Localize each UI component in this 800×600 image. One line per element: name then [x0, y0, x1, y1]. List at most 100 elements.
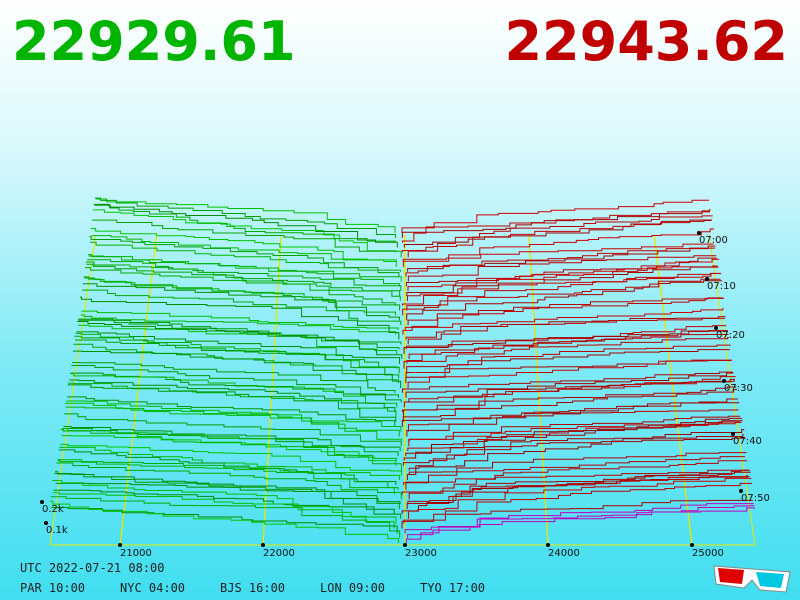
- time-tick-dot: [722, 379, 726, 383]
- price-tick-dot: [118, 543, 122, 547]
- bid-depth-line: [55, 471, 400, 510]
- ask-depth-line: [401, 371, 733, 393]
- bid-depth-line: [57, 460, 399, 490]
- ask-depth-line: [408, 456, 745, 476]
- depth-lines: [50, 197, 755, 543]
- bid-depth-line: [72, 362, 396, 393]
- 3d-glasses-icon[interactable]: [713, 565, 791, 593]
- time-tick-label: 07:40: [733, 436, 762, 447]
- city-clock: PAR 10:00: [20, 581, 85, 595]
- bid-depth-line: [94, 204, 397, 243]
- bid-depth-line: [67, 396, 396, 427]
- ask-depth-line: [402, 228, 715, 267]
- ask-depth-line: [407, 359, 733, 388]
- ask-depth-line: [404, 503, 754, 534]
- ask-depth-line: [406, 258, 720, 301]
- ask-depth-line: [407, 476, 750, 505]
- bid-depth-line: [70, 373, 398, 408]
- ask-depth-line: [401, 210, 710, 238]
- price-tick-label: 22000: [263, 548, 295, 559]
- ask-depth-line: [403, 452, 747, 485]
- ask-depth-line: [407, 316, 726, 345]
- ask-depth-line: [407, 255, 717, 282]
- bid-depth-line: [65, 402, 403, 442]
- ask-depth-line: [406, 469, 750, 510]
- bid-depth-line: [83, 276, 396, 316]
- bid-depth-line: [75, 339, 400, 374]
- glasses-red-lens: [718, 568, 744, 584]
- time-tick-label: 07:20: [716, 330, 745, 341]
- ask-depth-line: [405, 507, 755, 543]
- bid-depth-line: [72, 350, 402, 388]
- bid-depth-line: [91, 235, 397, 263]
- bid-depth-line: [67, 383, 397, 422]
- bid-depth-line: [87, 254, 400, 287]
- bid-depth-line: [56, 462, 402, 500]
- ask-depth-line: [408, 379, 735, 403]
- ask-depth-line: [405, 257, 717, 287]
- city-clock: NYC 04:00: [120, 581, 185, 595]
- depth-tick-dot: [44, 521, 48, 525]
- ask-depth-line: [407, 422, 742, 451]
- bid-depth-line: [61, 435, 397, 466]
- ask-depth-line: [403, 337, 730, 369]
- bid-depth-line: [51, 507, 398, 534]
- floor-edge: [708, 234, 756, 546]
- ask-depth-line: [405, 417, 743, 456]
- floor-grid: [49, 234, 756, 546]
- ask-depth-line: [407, 297, 723, 326]
- price-tick-dot: [403, 543, 407, 547]
- utc-time: UTC 2022-07-21 08:00: [20, 561, 165, 575]
- bid-depth-line: [75, 332, 398, 369]
- ask-depth-line: [405, 360, 732, 384]
- bid-depth-line: [54, 473, 395, 514]
- bid-depth-line: [53, 489, 402, 519]
- time-tick-dot: [697, 231, 701, 235]
- price-tick-dot: [546, 543, 550, 547]
- depth-tick-dot: [40, 500, 44, 504]
- ask-depth-line: [406, 437, 746, 481]
- bid-depth-line: [87, 259, 402, 292]
- bid-depth-line: [73, 343, 399, 384]
- ask-depth-line: [402, 297, 725, 335]
- floor-edge: [49, 234, 97, 546]
- ask-depth-line: [401, 199, 710, 233]
- bid-depth-line: [82, 289, 402, 326]
- bid-price: 22929.61: [12, 10, 296, 73]
- ask-depth-line: [402, 272, 722, 316]
- price-tick-dot: [261, 543, 265, 547]
- bid-depth-line: [52, 479, 395, 529]
- bid-depth-line: [66, 400, 402, 432]
- bid-depth-line: [79, 318, 402, 345]
- ask-depth-line: [402, 243, 714, 263]
- time-tick-label: 07:50: [741, 493, 770, 504]
- bid-depth-line: [74, 335, 400, 379]
- bid-depth-line: [50, 496, 401, 539]
- ask-depth-line: [403, 482, 753, 524]
- ask-depth-line: [407, 215, 713, 258]
- bid-depth-line: [90, 241, 402, 272]
- floor-grid-line: [653, 234, 693, 546]
- time-tick-label: 07:30: [724, 383, 753, 394]
- ask-depth-line: [406, 402, 740, 437]
- bid-depth-line: [80, 296, 400, 340]
- bid-depth-line: [69, 379, 396, 413]
- time-tick-dot: [705, 277, 709, 281]
- price-tick-dot: [690, 543, 694, 547]
- ask-price: 22943.62: [504, 10, 788, 73]
- bid-depth-line: [60, 443, 403, 476]
- bid-depth-line: [60, 429, 402, 471]
- ask-depth-line: [407, 505, 755, 539]
- bid-depth-line: [64, 413, 402, 447]
- bid-depth-line: [86, 263, 401, 296]
- ask-depth-line: [404, 308, 724, 330]
- bid-depth-line: [92, 209, 397, 253]
- bid-depth-line: [82, 283, 400, 321]
- city-clock: BJS 16:00: [220, 581, 285, 595]
- city-clock: TYO 17:00: [420, 581, 485, 595]
- bid-depth-line: [90, 228, 397, 267]
- ask-depth-line: [408, 477, 752, 519]
- glasses-cyan-lens: [756, 572, 784, 588]
